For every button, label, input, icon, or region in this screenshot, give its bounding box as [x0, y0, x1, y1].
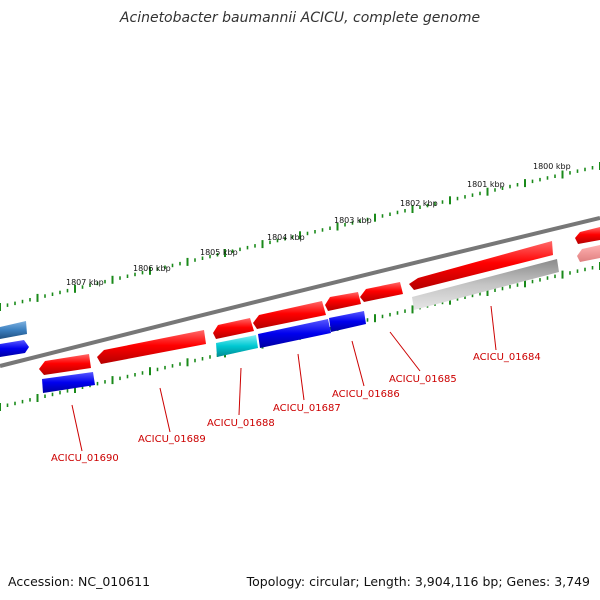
label-leader — [159, 387, 171, 433]
tick-label-1806: 1806 kbp — [133, 264, 171, 273]
label-leader — [297, 353, 305, 401]
tick-label-1805: 1805 kbp — [200, 248, 238, 257]
gene-feature[interactable] — [409, 241, 553, 290]
tick-label-1803: 1803 kbp — [334, 216, 372, 225]
tick-label-1801: 1801 kbp — [467, 180, 505, 189]
gene-feature-right-edge[interactable] — [575, 227, 600, 244]
gene-label-acicu-01689[interactable]: ACICU_01689 — [138, 434, 206, 445]
cds-feature[interactable] — [216, 335, 258, 357]
tick-label-1800: 1800 kbp — [533, 162, 571, 171]
gene-feature[interactable] — [97, 330, 206, 364]
label-leader — [389, 331, 421, 372]
cds-feature[interactable] — [329, 311, 366, 332]
tick-label-1804: 1804 kbp — [267, 233, 305, 242]
gene-feature[interactable] — [360, 282, 403, 302]
label-leader — [238, 367, 242, 416]
cds-feature-left-edge[interactable] — [0, 340, 29, 357]
outer-ruler — [0, 162, 600, 311]
gene-feature[interactable] — [253, 301, 326, 329]
gene-label-acicu-01686[interactable]: ACICU_01686 — [332, 389, 400, 400]
tick-label-1807: 1807 kbp — [66, 278, 104, 287]
cds-feature[interactable] — [258, 319, 331, 348]
genome-summary-text: Topology: circular; Length: 3,904,116 bp… — [246, 574, 590, 589]
cds-feature[interactable] — [42, 372, 95, 393]
gene-feature[interactable] — [213, 318, 254, 339]
label-leader — [71, 404, 83, 452]
pseudogene-feature[interactable] — [412, 259, 559, 310]
gene-label-acicu-01687[interactable]: ACICU_01687 — [273, 403, 341, 414]
label-leader — [490, 305, 497, 351]
gene-feature-left-edge[interactable] — [0, 321, 27, 339]
backbone — [0, 216, 600, 368]
gene-label-acicu-01684[interactable]: ACICU_01684 — [473, 352, 541, 363]
gene-label-acicu-01690[interactable]: ACICU_01690 — [51, 453, 119, 464]
gene-feature[interactable] — [39, 354, 91, 375]
label-leader — [351, 340, 365, 387]
accession-text: Accession: NC_010611 — [8, 574, 151, 589]
tick-label-1802: 1802 kbp — [400, 199, 438, 208]
gene-label-acicu-01688[interactable]: ACICU_01688 — [207, 418, 275, 429]
pseudogene-feature-right-edge[interactable] — [577, 245, 600, 262]
map-title: Acinetobacter baumannii ACICU, complete … — [119, 10, 481, 26]
gene-feature[interactable] — [325, 292, 361, 311]
gene-label-acicu-01685[interactable]: ACICU_01685 — [389, 374, 457, 385]
